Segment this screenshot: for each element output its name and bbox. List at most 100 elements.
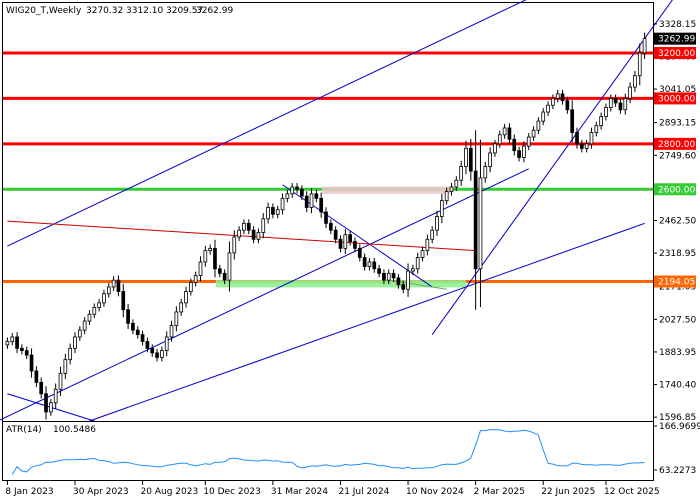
level-tag-label: 3200.00 [658, 49, 695, 59]
candle-body [20, 348, 23, 350]
candle-body [271, 207, 274, 214]
candle-body [276, 210, 279, 215]
price-tick-label: 2318.95 [659, 249, 696, 259]
candle-body [136, 330, 139, 335]
candle-body [267, 207, 270, 218]
candle-body [382, 273, 385, 280]
candle-body [522, 146, 525, 157]
candle-body [407, 271, 410, 289]
candle-body [387, 273, 390, 280]
candle-body [571, 110, 574, 133]
price-tick-label: 2749.60 [659, 151, 696, 161]
candle-body [122, 292, 125, 310]
candle-body [518, 151, 521, 158]
candle-body [165, 337, 168, 351]
candle-body [242, 223, 245, 230]
candle-body [320, 198, 323, 212]
candle-body [339, 239, 342, 248]
date-tick-label: 8 Jan 2023 [5, 487, 53, 497]
candle-body [498, 135, 501, 144]
candle-body [189, 282, 192, 291]
candle-body [59, 373, 62, 389]
ohlc-high: 3312.10 [126, 6, 163, 16]
candle-body [6, 341, 9, 344]
candle-body [228, 253, 231, 280]
candle-body [107, 287, 110, 294]
price-tick-label: 3328.15 [659, 20, 696, 30]
candle-body [25, 351, 28, 356]
date-tick-label: 30 Apr 2023 [73, 487, 129, 497]
candle-body [585, 144, 588, 149]
candle-body [643, 39, 646, 53]
candle-body [513, 139, 516, 150]
candle-body [402, 285, 405, 290]
candle-body [247, 223, 250, 230]
candle-body [614, 98, 617, 103]
level-tag-label: 2800.00 [658, 140, 695, 150]
candle-body [542, 112, 545, 121]
candle-body [291, 187, 294, 194]
candle-body [103, 294, 106, 303]
level-tag-label: 3000.00 [658, 94, 695, 104]
candle-body [358, 248, 361, 257]
chart-symbol: WIG20_T,Weekly [6, 6, 82, 16]
date-tick-label: 12 Oct 2025 [604, 487, 660, 497]
level-tag-label: 2600.00 [658, 185, 695, 195]
candle-body [440, 201, 443, 217]
candle-body [156, 353, 159, 358]
candle-body [619, 103, 622, 110]
candle-body [45, 394, 48, 412]
ohlc-close: 3262.99 [196, 6, 233, 16]
candle-body [378, 269, 381, 274]
price-tick-label: 2893.15 [659, 119, 696, 129]
level-tag-label: 2194.05 [658, 278, 695, 288]
price-tick-label: 2462.50 [659, 217, 696, 227]
candle-body [493, 144, 496, 153]
candle-body [532, 130, 535, 137]
candle-body [16, 337, 19, 348]
candle-body [624, 98, 627, 109]
candle-body [180, 303, 183, 312]
candle-body [421, 251, 424, 258]
candle-body [436, 217, 439, 231]
candle-body [64, 360, 67, 374]
candle-body [527, 137, 530, 146]
candle-body [252, 230, 255, 239]
candle-body [556, 94, 559, 99]
candle-body [397, 278, 400, 285]
candle-body [83, 321, 86, 330]
date-tick-label: 22 Jun 2025 [541, 487, 595, 497]
candle-body [262, 219, 265, 233]
candle-body [547, 105, 550, 112]
candle-body [373, 262, 376, 269]
candle-body [185, 292, 188, 303]
candle-body [363, 257, 366, 266]
candle-body [561, 94, 564, 101]
candle-body [127, 310, 130, 324]
candle-body [392, 273, 395, 278]
candle-body [74, 337, 77, 348]
indicator-panel-frame [3, 422, 654, 481]
price-tick-label: 1883.95 [659, 348, 696, 358]
candle-body [296, 187, 299, 189]
candle-body [286, 194, 289, 199]
candle-body [344, 235, 347, 249]
main-panel-frame [3, 3, 654, 422]
resistance-zone [322, 187, 450, 194]
candle-body [503, 128, 506, 135]
candle-body [170, 326, 173, 337]
date-tick-label: 21 Jul 2024 [338, 487, 389, 497]
candle-body [281, 198, 284, 209]
candle-body [78, 330, 81, 337]
candle-body [484, 167, 487, 178]
candle-body [214, 248, 217, 268]
candle-body [445, 192, 448, 201]
candle-body [638, 53, 641, 76]
candle-body [609, 98, 612, 107]
candle-body [204, 251, 207, 262]
candle-body [310, 194, 313, 208]
atr-tick-label: 166.9699 [659, 422, 700, 432]
date-tick-label: 2 Mar 2025 [474, 487, 525, 497]
candle-body [40, 382, 43, 393]
candle-body [368, 262, 371, 267]
